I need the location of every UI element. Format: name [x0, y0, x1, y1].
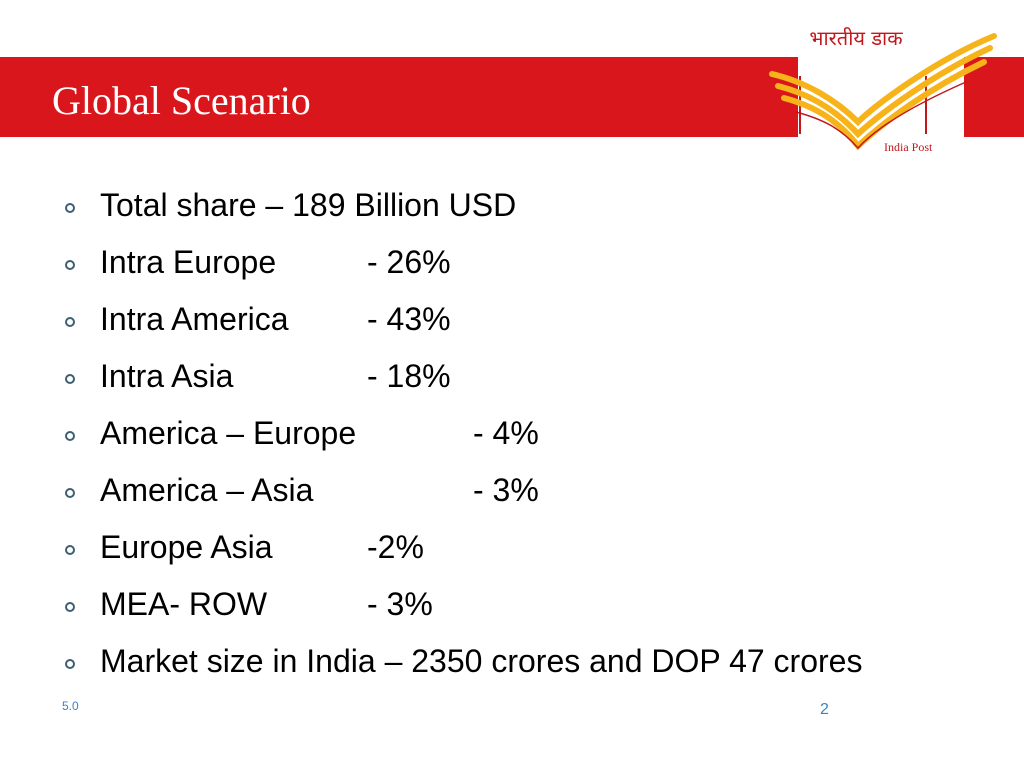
bullet-item-america-asia: America – Asia - 3%	[62, 471, 962, 509]
bullet-item-america-europe: America – Europe - 4%	[62, 414, 962, 452]
circle-bullet-icon	[62, 642, 100, 680]
bullet-value: - 3%	[367, 586, 433, 622]
bullet-label: MEA- ROW	[100, 586, 268, 622]
circle-bullet-icon	[62, 186, 100, 224]
bullet-label: America – Europe	[100, 415, 357, 451]
bullet-label: Intra Europe	[100, 244, 277, 280]
bullet-value: - 4%	[473, 415, 539, 451]
bullet-value: -2%	[367, 529, 424, 565]
circle-bullet-icon	[62, 414, 100, 452]
logo-hindi-text: भारतीय डाक	[809, 26, 903, 50]
circle-bullet-icon	[62, 528, 100, 566]
circle-bullet-icon	[62, 471, 100, 509]
circle-bullet-icon	[62, 300, 100, 338]
bullet-label: Intra America	[100, 301, 289, 337]
bullet-label: America – Asia	[100, 472, 314, 508]
bullet-label: Europe Asia	[100, 529, 273, 565]
bullet-item-total-share: Total share – 189 Billion USD	[62, 186, 962, 224]
bullet-value: - 43%	[367, 301, 451, 337]
bullet-item-intra-asia: Intra Asia - 18%	[62, 357, 962, 395]
bullet-list: Total share – 189 Billion USD Intra Euro…	[62, 186, 962, 699]
bullet-item-intra-america: Intra America - 43%	[62, 300, 962, 338]
bullet-label: Market size in India – 2350 crores and D…	[100, 643, 863, 679]
logo-english-text: India Post	[884, 140, 933, 154]
circle-bullet-icon	[62, 243, 100, 281]
circle-bullet-icon	[62, 357, 100, 395]
bullet-item-mea-row: MEA- ROW - 3%	[62, 585, 962, 623]
slide-number: 2	[820, 701, 829, 718]
bullet-value: - 3%	[473, 472, 539, 508]
logo-background	[798, 10, 964, 158]
bullet-item-intra-europe: Intra Europe - 26%	[62, 243, 962, 281]
bullet-item-europe-asia: Europe Asia -2%	[62, 528, 962, 566]
bullet-item-market-size-india: Market size in India – 2350 crores and D…	[62, 642, 962, 680]
bullet-value: - 26%	[367, 244, 451, 280]
bullet-label: Total share – 189 Billion USD	[100, 187, 517, 223]
india-post-swoosh-icon	[769, 33, 997, 150]
bullet-value: - 18%	[367, 358, 451, 394]
circle-bullet-icon	[62, 585, 100, 623]
bullet-label: Intra Asia	[100, 358, 234, 394]
footer-version: 5.0	[62, 699, 79, 713]
slide-title: Global Scenario	[52, 78, 311, 123]
